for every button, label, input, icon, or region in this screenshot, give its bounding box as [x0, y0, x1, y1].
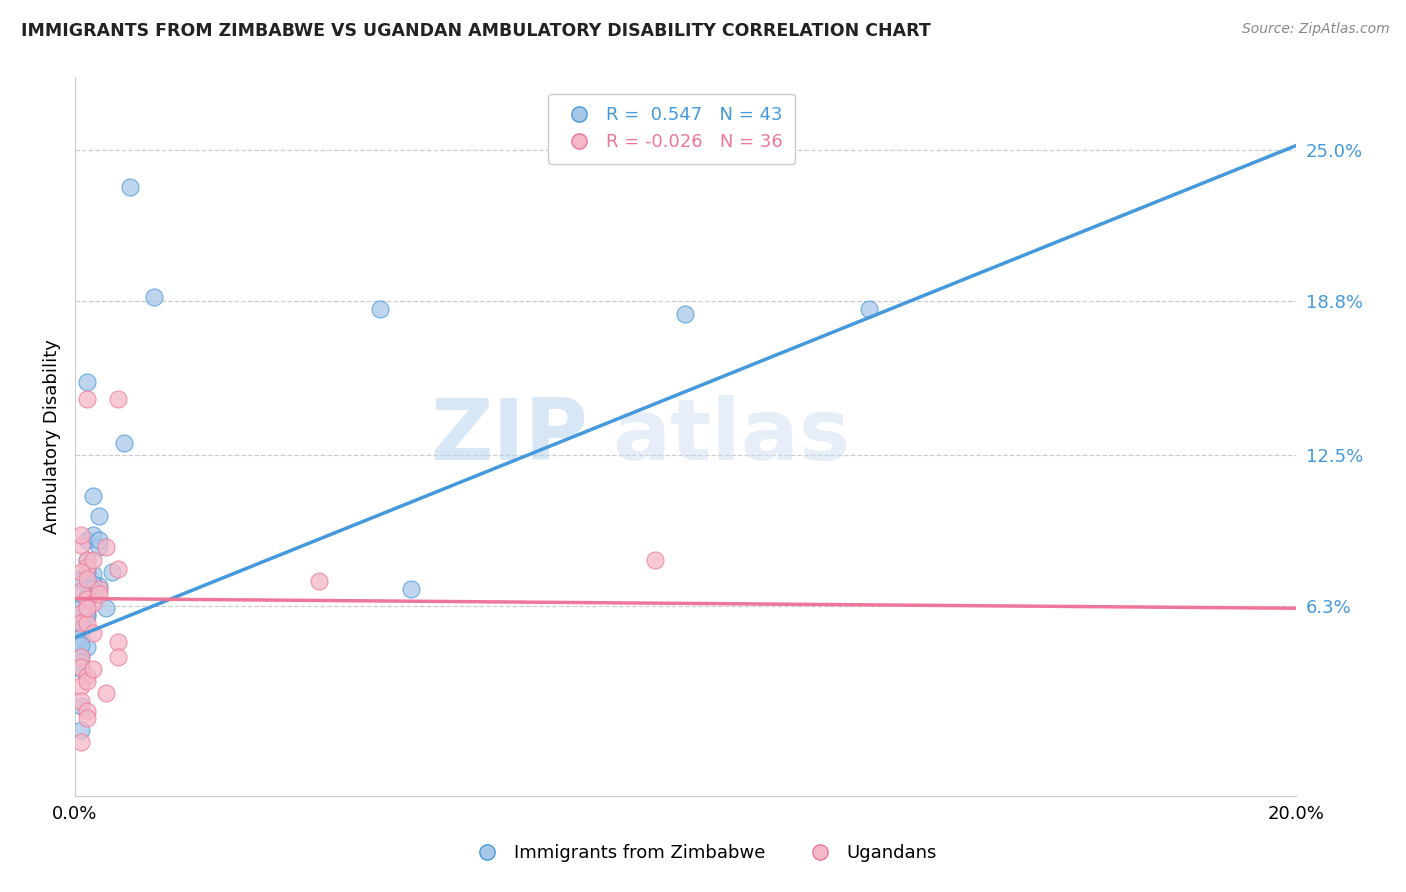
Point: [76, 560, 98, 574]
Point: [70, 659, 93, 673]
Point: [675, 307, 697, 321]
Point: [70, 655, 93, 669]
Point: [70, 723, 93, 737]
Point: [70, 631, 93, 645]
Point: [94, 601, 117, 615]
Point: [107, 650, 129, 665]
Point: [76, 591, 98, 606]
Point: [70, 565, 93, 579]
Point: [76, 594, 98, 608]
Point: [107, 635, 129, 649]
Point: [76, 601, 98, 615]
Point: [76, 552, 98, 566]
Point: [82, 596, 104, 610]
Point: [70, 662, 93, 676]
Point: [82, 582, 104, 596]
Point: [89, 541, 111, 555]
Point: [76, 704, 98, 718]
Point: [70, 587, 93, 601]
Legend: Immigrants from Zimbabwe, Ugandans: Immigrants from Zimbabwe, Ugandans: [461, 838, 945, 870]
Point: [76, 565, 98, 579]
Y-axis label: Ambulatory Disability: Ambulatory Disability: [44, 339, 60, 534]
Text: ZIP: ZIP: [430, 395, 588, 478]
Point: [70, 638, 93, 652]
Text: atlas: atlas: [612, 395, 851, 478]
Point: [76, 674, 98, 689]
Point: [70, 528, 93, 542]
Point: [76, 591, 98, 606]
Point: [76, 533, 98, 547]
Point: [70, 623, 93, 637]
Point: [112, 435, 135, 450]
Point: [76, 552, 98, 566]
Point: [107, 562, 129, 576]
Point: [399, 582, 422, 596]
Point: [94, 686, 117, 700]
Point: [76, 572, 98, 586]
Point: [82, 489, 104, 503]
Point: [70, 584, 93, 599]
Point: [76, 669, 98, 683]
Point: [82, 625, 104, 640]
Point: [76, 589, 98, 603]
Text: IMMIGRANTS FROM ZIMBABWE VS UGANDAN AMBULATORY DISABILITY CORRELATION CHART: IMMIGRANTS FROM ZIMBABWE VS UGANDAN AMBU…: [21, 22, 931, 40]
Point: [70, 698, 93, 713]
Point: [143, 289, 166, 303]
Point: [644, 552, 666, 566]
Point: [89, 579, 111, 593]
Point: [107, 392, 129, 406]
Point: [70, 606, 93, 620]
Point: [76, 375, 98, 389]
Point: [82, 552, 104, 566]
Point: [82, 577, 104, 591]
Point: [89, 587, 111, 601]
Legend: R =  0.547   N = 43, R = -0.026   N = 36: R = 0.547 N = 43, R = -0.026 N = 36: [548, 94, 796, 164]
Point: [76, 608, 98, 623]
Point: [70, 572, 93, 586]
Point: [82, 528, 104, 542]
Point: [89, 533, 111, 547]
Point: [76, 565, 98, 579]
Point: [70, 615, 93, 630]
Point: [89, 582, 111, 596]
Point: [70, 621, 93, 635]
Point: [70, 650, 93, 665]
Point: [82, 567, 104, 582]
Point: [76, 606, 98, 620]
Point: [70, 735, 93, 749]
Point: [76, 711, 98, 725]
Point: [100, 565, 122, 579]
Point: [70, 679, 93, 693]
Point: [70, 606, 93, 620]
Point: [368, 301, 391, 316]
Point: [308, 574, 330, 589]
Point: [70, 648, 93, 662]
Point: [76, 640, 98, 655]
Point: [76, 615, 98, 630]
Point: [70, 615, 93, 630]
Point: [82, 662, 104, 676]
Text: Source: ZipAtlas.com: Source: ZipAtlas.com: [1241, 22, 1389, 37]
Point: [76, 392, 98, 406]
Point: [118, 180, 141, 194]
Point: [70, 538, 93, 552]
Point: [858, 301, 880, 316]
Point: [70, 601, 93, 615]
Point: [94, 541, 117, 555]
Point: [89, 508, 111, 523]
Point: [70, 694, 93, 708]
